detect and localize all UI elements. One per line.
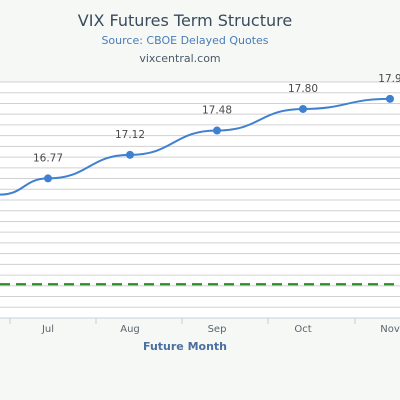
chart-subtitle: Source: CBOE Delayed Quotes [101, 34, 268, 47]
x-axis-title: Future Month [143, 340, 227, 353]
data-point-jul[interactable] [44, 174, 52, 183]
data-label-sep: 17.48 [202, 105, 232, 117]
chart-credit[interactable]: vixcentral.com [139, 52, 220, 65]
data-point-oct[interactable] [299, 104, 307, 113]
data-label-nov: 17.9 [378, 73, 400, 85]
data-point-sep[interactable] [213, 126, 221, 135]
x-tick-label-jul: Jul [41, 324, 54, 335]
x-tick-label-aug: Aug [120, 324, 140, 335]
data-point-aug[interactable] [126, 150, 134, 159]
data-point-nov[interactable] [386, 94, 394, 103]
data-label-oct: 17.80 [288, 83, 318, 95]
chart-title: VIX Futures Term Structure [78, 11, 292, 30]
x-tick-label-oct: Oct [294, 324, 311, 335]
x-tick-label-sep: Sep [208, 324, 227, 335]
plot-area: Jul Aug Sep Oct Nov 16.77 17.12 17.48 17.80 17.9 [0, 73, 400, 335]
data-label-jul: 16.77 [33, 152, 63, 164]
x-tick-label-nov: Nov [380, 324, 400, 335]
data-label-aug: 17.12 [115, 129, 145, 141]
